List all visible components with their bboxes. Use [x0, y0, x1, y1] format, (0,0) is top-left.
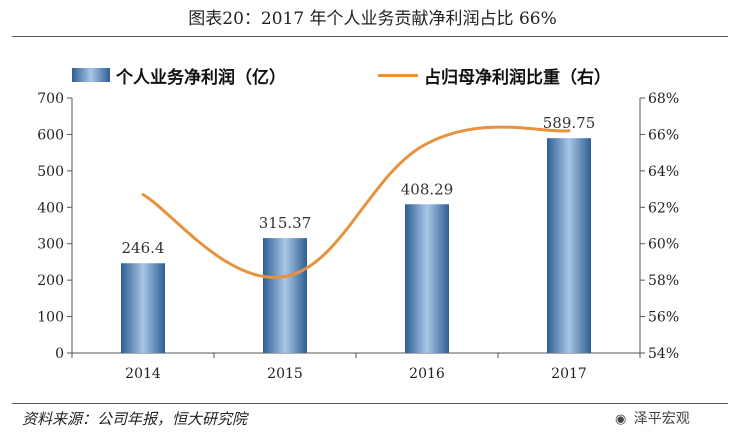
- watermark-text: 泽平宏观: [633, 411, 690, 427]
- bar-2015: [263, 238, 307, 353]
- y-right-tick-label: 54%: [648, 346, 679, 362]
- source-note: 资料来源：公司年报，恒大研究院: [22, 410, 248, 428]
- share-line: [141, 125, 571, 279]
- legend-line-label: 占归母净利润比重（右）: [424, 67, 611, 88]
- y-right-tick-label: 68%: [648, 91, 679, 107]
- y-left-tick-label: 100: [37, 310, 64, 326]
- x-tick-label: 2016: [409, 366, 445, 382]
- bar-2017: [547, 138, 591, 353]
- y-right-tick-label: 62%: [648, 200, 679, 216]
- y-left-tick-label: 700: [37, 91, 64, 107]
- y-left-tick-label: 400: [37, 200, 64, 216]
- x-tick-label: 2014: [125, 366, 161, 382]
- legend-bar-label: 个人业务净利润（亿）: [116, 67, 286, 88]
- title-rule: [12, 36, 728, 37]
- y-left-tick-label: 200: [37, 273, 64, 289]
- y-right-tick-label: 58%: [648, 273, 679, 289]
- bar-2014: [121, 263, 165, 353]
- data-label-2017: 589.75: [543, 114, 596, 132]
- wechat-icon: ◉: [615, 412, 627, 427]
- x-tick-label: 2017: [551, 366, 587, 382]
- y-left-tick-label: 600: [37, 127, 64, 143]
- source-rule: [12, 403, 728, 404]
- watermark: ◉ 泽平宏观: [615, 408, 690, 428]
- data-label-2016: 408.29: [401, 180, 454, 198]
- legend-line-swatch: [378, 73, 418, 77]
- bars-group: [121, 138, 591, 353]
- y-left-tick-label: 500: [37, 164, 64, 180]
- x-tick-label: 2015: [267, 366, 303, 382]
- y-right-tick-label: 64%: [648, 164, 679, 180]
- legend-bar-swatch: [72, 68, 110, 82]
- bar-2016: [405, 204, 449, 353]
- chart-title: 图表20：2017 年个人业务贡献净利润占比 66%: [188, 9, 557, 29]
- data-label-2014: 246.4: [122, 239, 165, 257]
- line-group: [141, 125, 571, 279]
- y-left-tick-label: 300: [37, 237, 64, 253]
- axes-group: 0 100 200 300 400 500 600 700 54% 56% 58% 60% 62% 64%…: [37, 91, 679, 382]
- data-label-2015: 315.37: [259, 214, 312, 232]
- y-left-tick-label: 0: [55, 346, 64, 362]
- legend-item-bar: 个人业务净利润（亿）: [72, 64, 286, 88]
- y-right-tick-label: 60%: [648, 237, 679, 253]
- legend-item-line: 占归母净利润比重（右）: [378, 64, 611, 88]
- y-right-tick-label: 56%: [648, 310, 679, 326]
- y-right-tick-label: 66%: [648, 127, 679, 143]
- labels-group: 246.4 315.37 408.29 589.75: [122, 114, 596, 257]
